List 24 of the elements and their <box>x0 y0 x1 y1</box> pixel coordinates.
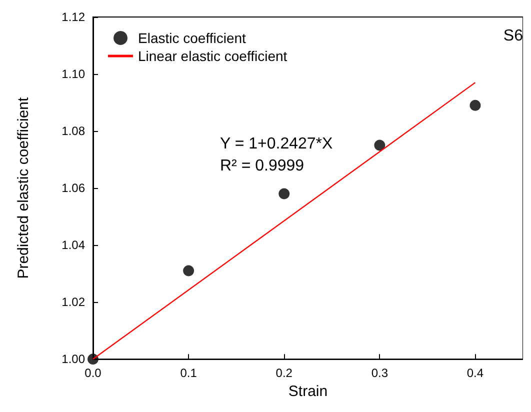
annotation: Y = 1+0.2427*X <box>220 136 334 152</box>
legend-label: Linear elastic coefficient <box>138 48 288 64</box>
x-axis-title: Strain <box>288 383 328 400</box>
y-tick-label: 1.04 <box>62 238 86 252</box>
y-tick-label: 1.02 <box>62 295 86 310</box>
x-tick-label: 0.1 <box>180 366 198 380</box>
y-tick-label: 1.12 <box>62 10 86 24</box>
point <box>278 188 290 200</box>
annotation: S6 <box>503 28 524 44</box>
point <box>88 354 98 365</box>
x-tick-label: 0.0 <box>84 366 102 380</box>
point <box>374 140 386 151</box>
x-tick-label: 0.2 <box>276 366 293 380</box>
x-tick-label: 0.4 <box>466 366 484 380</box>
point <box>470 100 481 111</box>
legend-label: Elastic coefficient <box>138 30 246 46</box>
y-tick-label: 1.08 <box>62 124 86 138</box>
y-tick-label: 1.10 <box>62 67 86 82</box>
y-tick-label: 1.06 <box>62 181 86 196</box>
x-tick-label: 0.3 <box>371 366 388 380</box>
y-tick-label: 1.00 <box>62 352 86 366</box>
annotation: R² = 0.9999 <box>220 158 304 174</box>
point <box>183 265 194 276</box>
y-axis-title: Predicted elastic coefficient <box>15 96 32 279</box>
